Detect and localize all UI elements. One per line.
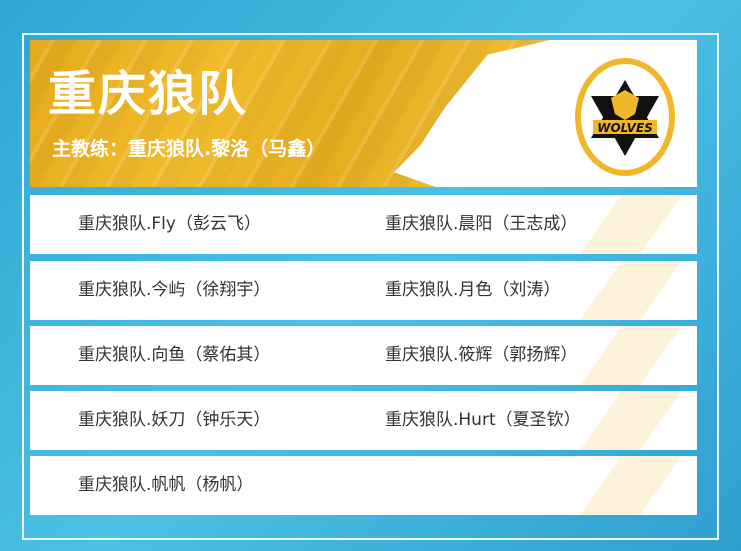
player-row: 重庆狼队.向鱼（蔡佑其） 重庆狼队.筱辉（郭扬辉） — [30, 326, 697, 385]
player-name: 重庆狼队.筱辉（郭扬辉） — [385, 345, 578, 365]
player-row: 重庆狼队.帆帆（杨帆） — [30, 456, 697, 515]
outer-frame — [22, 33, 719, 540]
player-name: 重庆狼队.向鱼（蔡佑其） — [78, 345, 271, 365]
player-row: 重庆狼队.妖刀（钟乐天） 重庆狼队.Hurt（夏圣钦） — [30, 391, 697, 450]
player-name: 重庆狼队.Hurt（夏圣钦） — [385, 410, 581, 430]
player-name: 重庆狼队.Fly（彭云飞） — [78, 214, 261, 234]
svg-text:WOLVES: WOLVES — [597, 121, 653, 135]
team-header: 重庆狼队 主教练：重庆狼队.黎洛（马鑫） WOLVES — [30, 40, 697, 187]
player-name: 重庆狼队.月色（刘涛） — [385, 280, 561, 300]
wolf-triangle-icon: WOLVES — [591, 80, 659, 156]
player-name: 重庆狼队.帆帆（杨帆） — [78, 475, 254, 495]
player-name: 重庆狼队.晨阳（王志成） — [385, 214, 578, 234]
player-row: 重庆狼队.Fly（彭云飞） 重庆狼队.晨阳（王志成） — [30, 195, 697, 254]
player-name: 重庆狼队.妖刀（钟乐天） — [78, 410, 271, 430]
team-title: 重庆狼队 — [48, 66, 249, 122]
wolves-logo: WOLVES — [575, 58, 675, 176]
coach-label: 主教练：重庆狼队.黎洛（马鑫） — [52, 138, 326, 160]
player-row: 重庆狼队.今屿（徐翔宇） 重庆狼队.月色（刘涛） — [30, 261, 697, 320]
player-name: 重庆狼队.今屿（徐翔宇） — [78, 280, 271, 300]
